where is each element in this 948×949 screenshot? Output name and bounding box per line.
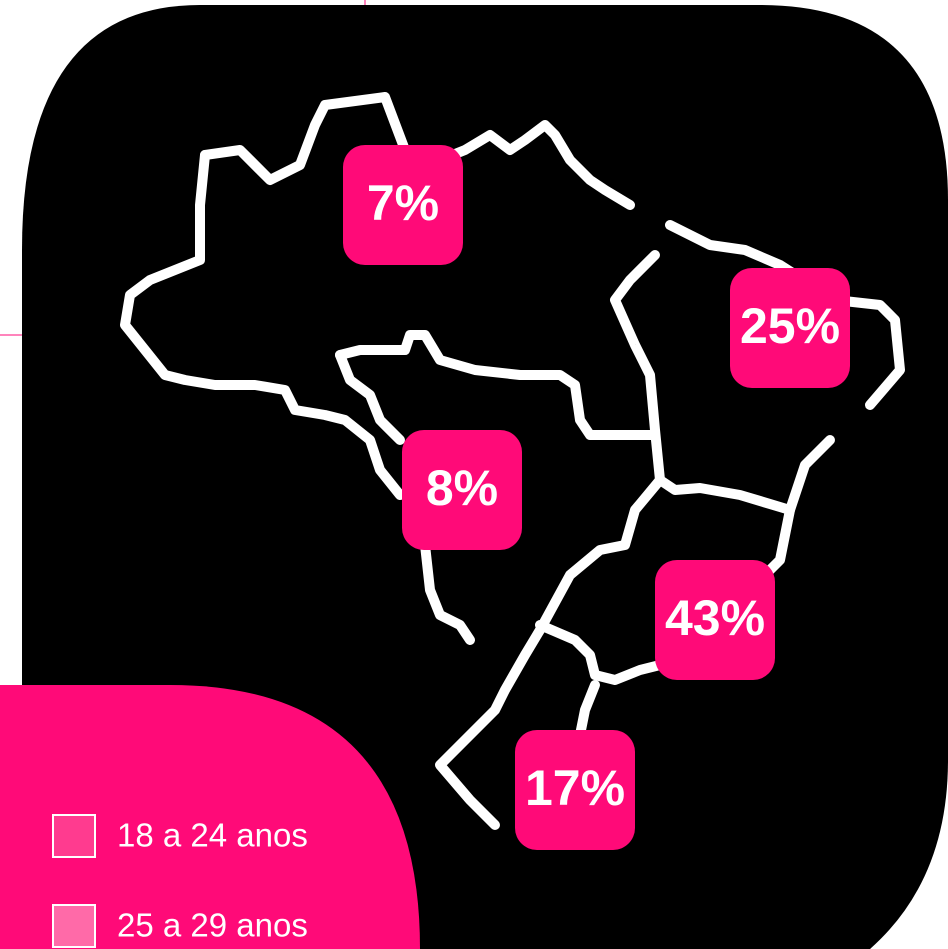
region-percent: 8%: [426, 460, 498, 516]
region-percent: 43%: [665, 590, 765, 646]
region-badge: [343, 145, 463, 265]
region-percent: 25%: [740, 298, 840, 354]
legend-panel: [0, 685, 420, 949]
region-badge: [655, 560, 775, 680]
legend-label: 25 a 29 anos: [117, 907, 308, 944]
region-percent: 7%: [367, 175, 439, 231]
region-percent: 17%: [525, 760, 625, 816]
region-badge: [402, 430, 522, 550]
region-badge: [515, 730, 635, 850]
region-badge: [730, 268, 850, 388]
legend-swatch: [52, 904, 96, 948]
legend-label: 18 a 24 anos: [117, 817, 308, 854]
brazil-map: [120, 92, 905, 830]
legend-swatch: [52, 814, 96, 858]
